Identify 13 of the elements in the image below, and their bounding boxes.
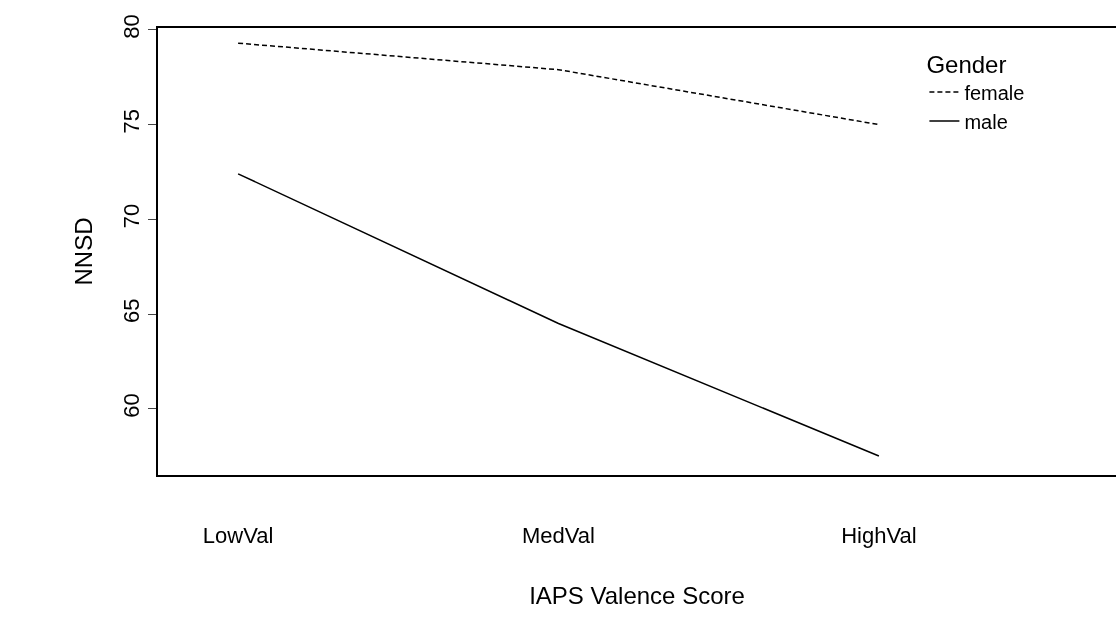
y-tick-label: 75 (119, 109, 145, 134)
y-tick-label: 60 (119, 393, 145, 418)
x-axis-title: IAPS Valence Score (529, 581, 745, 609)
y-tick-label: 70 (119, 203, 145, 229)
legend-label: female (964, 81, 1025, 104)
y-tick-label: 80 (119, 14, 145, 39)
legend-title: Gender (926, 50, 1007, 78)
y-axis-title: NNSD (70, 217, 98, 286)
legend-label: male (964, 110, 1008, 133)
x-tick-label: MedVal (522, 523, 595, 549)
x-tick-label: LowVal (202, 523, 274, 549)
x-tick-label: HighVal (841, 523, 917, 549)
y-tick-label: 65 (119, 298, 145, 323)
